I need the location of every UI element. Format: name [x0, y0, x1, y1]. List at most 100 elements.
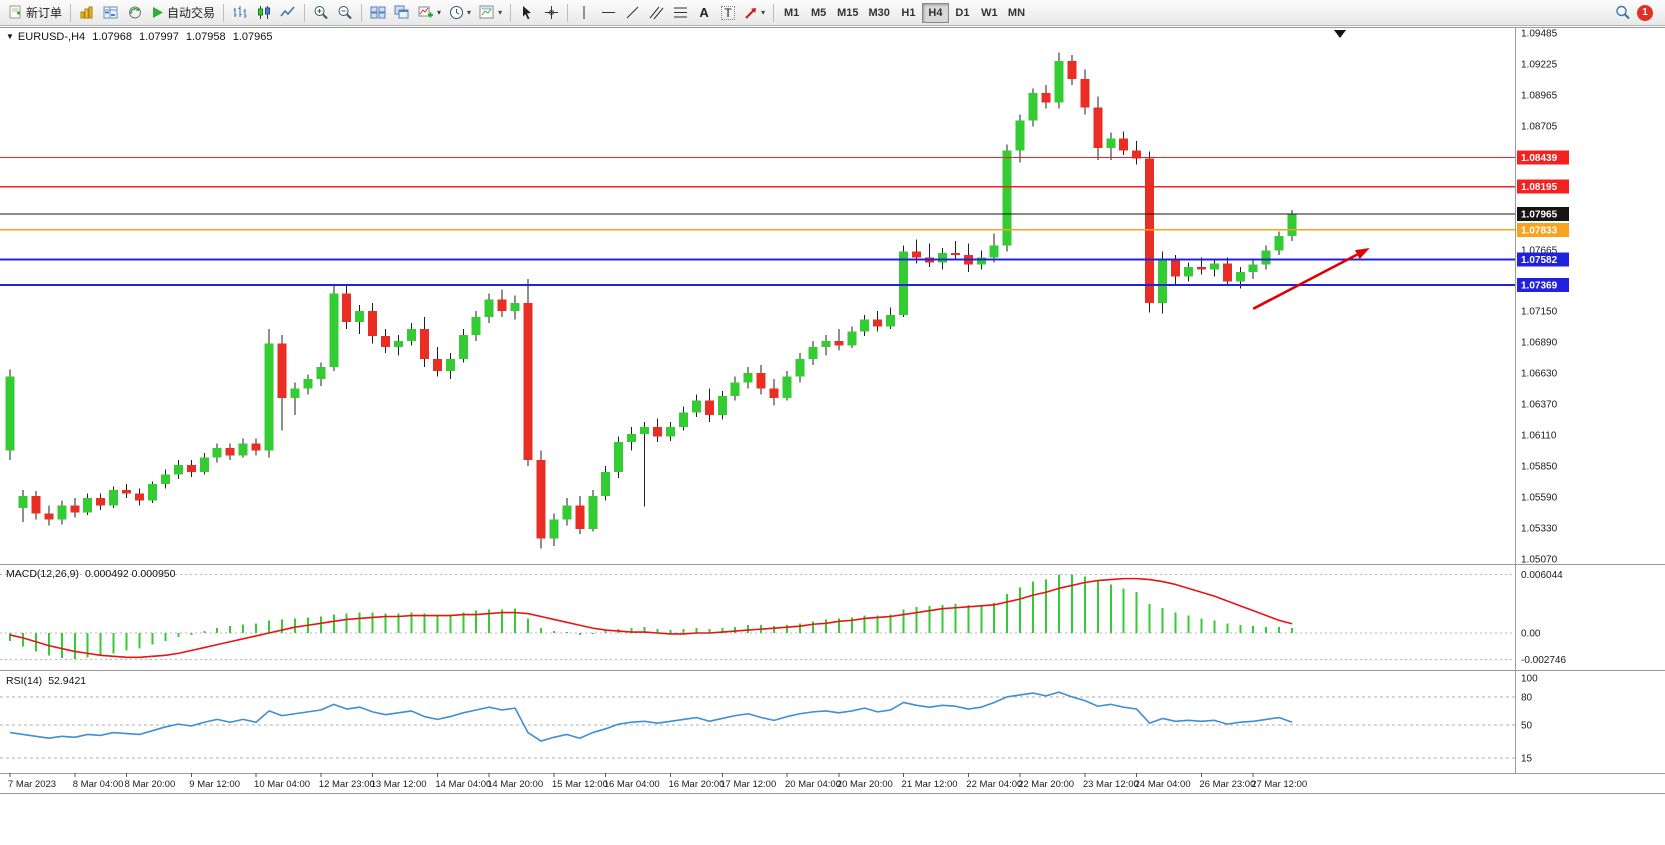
vline-tool-button[interactable]: [572, 2, 596, 24]
chart-shift-marker[interactable]: [1333, 30, 1346, 38]
search-icon: [1616, 5, 1630, 20]
timeframe-mn[interactable]: MN: [1003, 3, 1030, 23]
timeframe-h1[interactable]: H1: [895, 3, 922, 23]
crosshair-tool-button[interactable]: [539, 2, 563, 24]
time-axis-label: 26 Mar 23:00: [1199, 779, 1255, 790]
horizontal-line-icon: [601, 12, 615, 13]
navigator-button[interactable]: [123, 2, 147, 24]
candle: [432, 346, 442, 377]
candlestick-chart-button[interactable]: [252, 2, 276, 24]
timeframe-h4[interactable]: H4: [921, 2, 949, 23]
timeframe-toolbar: M1 M5 M15 M30 H1 H4 D1 W1 MN: [778, 2, 1030, 23]
price-line-label: 1.08439: [1521, 153, 1558, 164]
time-axis-label: 12 Mar 23:00: [319, 779, 375, 790]
candle: [238, 438, 248, 458]
tile-windows-button[interactable]: [366, 2, 390, 24]
candle: [847, 326, 857, 349]
new-order-icon: [9, 5, 21, 19]
close-value: 1.07965: [232, 31, 273, 43]
market-watch-icon: [103, 6, 118, 19]
cursor-icon: [523, 6, 532, 20]
line-chart-button[interactable]: [276, 2, 300, 24]
toolbar-separator: [70, 3, 72, 22]
candle: [1028, 88, 1038, 127]
periods-button[interactable]: ▾: [445, 2, 475, 24]
arrows-tool-button[interactable]: ▾: [740, 2, 769, 24]
candle: [1183, 262, 1193, 282]
timeframe-d1[interactable]: D1: [949, 3, 976, 23]
candle: [303, 374, 313, 395]
price-line-label: 1.08195: [1521, 182, 1558, 193]
timeframe-m1[interactable]: M1: [778, 3, 805, 23]
time-axis-label: 13 Mar 12:00: [371, 779, 427, 790]
trendline-tool-button[interactable]: [620, 2, 644, 24]
timeframe-m15[interactable]: M15: [832, 3, 863, 23]
candle: [135, 488, 144, 506]
rsi-scale-label: 80: [1521, 692, 1533, 703]
dropdown-arrow-icon: ▾: [761, 8, 766, 17]
new-order-label: 新订单: [26, 6, 63, 20]
time-axis-label: 23 Mar 12:00: [1083, 779, 1139, 790]
price-scale-label: 1.09225: [1521, 59, 1558, 70]
rsi-line: [9, 691, 1293, 742]
candle: [821, 335, 831, 356]
charts-icon: [80, 6, 93, 19]
time-axis-label: 16 Mar 20:00: [668, 779, 724, 790]
zoom-in-button[interactable]: [309, 2, 333, 24]
price-scale-label: 1.06110: [1521, 431, 1557, 442]
text-tool-button[interactable]: A: [692, 2, 716, 24]
timeframe-w1[interactable]: W1: [976, 3, 1003, 23]
candle: [1158, 251, 1168, 314]
candle: [342, 284, 352, 330]
dropdown-arrow-icon: ▾: [498, 8, 503, 17]
timeframe-m30[interactable]: M30: [864, 3, 895, 23]
zoom-out-button[interactable]: [333, 2, 357, 24]
candle: [1054, 52, 1064, 109]
fibonacci-tool-button[interactable]: [668, 2, 692, 24]
candle: [44, 505, 54, 526]
arrow-tool-icon: [745, 7, 757, 19]
autotrading-play-icon: [153, 7, 164, 18]
label-tool-button[interactable]: T: [716, 2, 740, 24]
dropdown-arrow-icon: ▾: [467, 8, 472, 17]
high-value: 1.07997: [139, 31, 179, 43]
market-watch-button[interactable]: [99, 2, 123, 24]
cursor-tool-button[interactable]: [515, 2, 539, 24]
time-axis-label: 16 Mar 04:00: [604, 779, 660, 790]
cascade-windows-button[interactable]: [390, 2, 414, 24]
candle: [756, 364, 766, 395]
add-indicator-button[interactable]: ▾: [414, 2, 445, 24]
notification-badge[interactable]: 1: [1637, 4, 1653, 21]
price-line-label-box: [1517, 179, 1569, 194]
price-scale-label: 1.07150: [1521, 307, 1558, 318]
search-button[interactable]: [1611, 2, 1635, 24]
candle: [1093, 96, 1103, 160]
collapse-arrow-icon[interactable]: ▼: [6, 32, 14, 41]
hline-tool-button[interactable]: [596, 2, 620, 24]
rsi-name: RSI(14): [6, 675, 43, 687]
new-order-button[interactable]: 新订单: [4, 2, 66, 24]
charts-button[interactable]: [75, 2, 99, 24]
candle: [57, 500, 67, 525]
timeframe-m5[interactable]: M5: [805, 3, 832, 23]
trend-arrow[interactable]: [1252, 248, 1370, 310]
templates-button[interactable]: ▾: [475, 2, 506, 24]
label-tool-icon: T: [721, 5, 735, 20]
candle: [717, 391, 727, 420]
autotrading-button[interactable]: 自动交易: [147, 2, 219, 24]
candle: [471, 311, 481, 341]
channel-tool-button[interactable]: [644, 2, 668, 24]
bar-chart-button[interactable]: [228, 2, 252, 24]
candle: [264, 329, 274, 458]
candle: [329, 283, 339, 371]
candle: [1067, 55, 1077, 85]
candle: [70, 498, 80, 518]
zoom-in-icon: [314, 6, 328, 20]
price-line-label: 1.07965: [1521, 210, 1558, 221]
chart-background: [0, 27, 1665, 793]
price-scale-label: 1.06890: [1521, 338, 1558, 349]
candle: [186, 460, 196, 477]
price-line-label-box: [1517, 222, 1569, 237]
vertical-line-icon: [583, 6, 585, 19]
